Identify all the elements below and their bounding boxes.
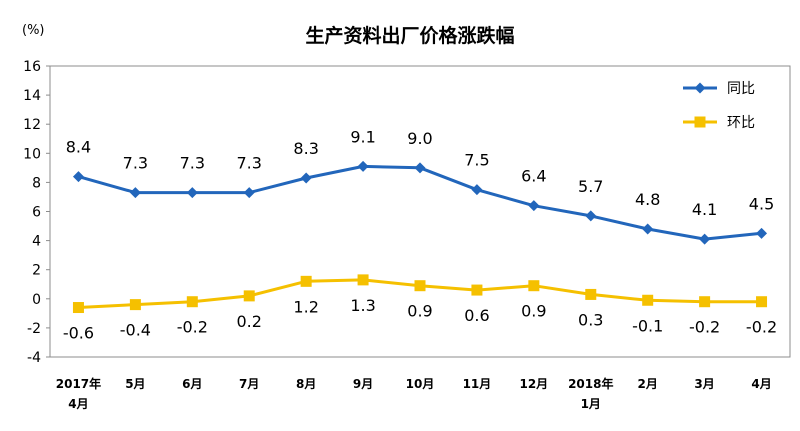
data-point — [585, 210, 597, 222]
data-label: 8.3 — [293, 139, 318, 158]
data-point — [528, 280, 540, 292]
data-label: 1.3 — [350, 296, 375, 315]
data-label: -0.2 — [177, 318, 208, 337]
data-label: 9.1 — [350, 127, 375, 146]
y-tick-label: 4 — [32, 234, 41, 250]
x-tick-label: 12月 — [519, 377, 548, 391]
data-label: 0.6 — [464, 306, 489, 325]
data-point — [756, 296, 768, 308]
x-tick-label: 2月 — [638, 377, 658, 391]
x-tick-label: 10月 — [406, 377, 435, 391]
data-point — [186, 187, 198, 199]
data-label: 7.3 — [180, 154, 205, 173]
data-label: -0.1 — [632, 316, 663, 335]
data-point — [357, 274, 369, 286]
x-tick-label: 5月 — [125, 377, 145, 391]
y-tick-label: 2 — [32, 263, 41, 279]
data-point — [357, 160, 369, 172]
data-label: -0.2 — [746, 318, 777, 337]
data-point — [243, 290, 255, 302]
legend-marker — [694, 116, 706, 128]
data-point — [414, 280, 426, 292]
chart-title: 生产资料出厂价格涨跌幅 — [305, 24, 514, 47]
x-tick-label: 2017年 — [56, 376, 101, 391]
data-label: 0.2 — [237, 312, 262, 331]
data-label: 0.9 — [521, 302, 546, 321]
data-point — [642, 294, 654, 306]
data-label: 7.3 — [237, 154, 262, 173]
y-tick-label: 0 — [32, 292, 41, 308]
data-label: 4.5 — [749, 194, 774, 213]
x-tick-label: 8月 — [296, 377, 316, 391]
data-label: 6.4 — [521, 167, 546, 186]
legend-marker — [694, 82, 706, 94]
x-tick-label: 7月 — [239, 377, 259, 391]
y-tick-label: -2 — [27, 321, 41, 337]
x-tick-label: 2018年 — [568, 376, 613, 391]
y-tick-label: 14 — [23, 88, 41, 104]
x-tick-label: 6月 — [182, 377, 202, 391]
y-tick-label: 6 — [32, 205, 41, 221]
data-point — [129, 187, 141, 199]
data-label: 4.8 — [635, 190, 660, 209]
data-label: 5.7 — [578, 177, 603, 196]
data-label: 4.1 — [692, 200, 717, 219]
data-point — [72, 302, 84, 314]
y-tick-label: 12 — [23, 117, 41, 133]
data-point — [699, 296, 711, 308]
data-label: 0.3 — [578, 310, 603, 329]
data-point — [471, 184, 483, 196]
x-tick-label: 9月 — [353, 377, 373, 391]
data-label: -0.4 — [120, 321, 151, 340]
data-point — [528, 200, 540, 212]
data-label: 7.5 — [464, 151, 489, 170]
data-label: 7.3 — [123, 154, 148, 173]
y-tick-label: 10 — [23, 146, 41, 162]
data-label: 9.0 — [407, 129, 432, 148]
x-tick-label: 4月 — [751, 377, 771, 391]
x-tick-label: 1月 — [581, 397, 601, 411]
legend-label: 同比 — [727, 81, 755, 97]
y-axis-unit: (%) — [22, 23, 45, 38]
y-tick-label: 16 — [23, 59, 41, 75]
data-point — [471, 284, 483, 296]
data-point — [300, 172, 312, 184]
data-label: 1.2 — [293, 297, 318, 316]
data-point — [72, 171, 84, 183]
x-tick-label: 4月 — [68, 397, 88, 411]
data-point — [129, 299, 141, 311]
data-point — [699, 233, 711, 245]
y-tick-label: -4 — [27, 350, 41, 366]
data-point — [585, 288, 597, 300]
data-point — [756, 227, 768, 239]
data-label: -0.2 — [689, 318, 720, 337]
legend-label: 环比 — [727, 115, 755, 131]
data-point — [186, 296, 198, 308]
data-point — [243, 187, 255, 199]
data-point — [642, 223, 654, 235]
data-label: 0.9 — [407, 302, 432, 321]
data-label: 8.4 — [66, 138, 91, 157]
y-tick-label: 8 — [32, 175, 41, 191]
data-point — [300, 275, 312, 287]
x-tick-label: 3月 — [694, 377, 714, 391]
data-label: -0.6 — [63, 324, 94, 343]
data-point — [414, 162, 426, 174]
x-tick-label: 11月 — [463, 377, 492, 391]
